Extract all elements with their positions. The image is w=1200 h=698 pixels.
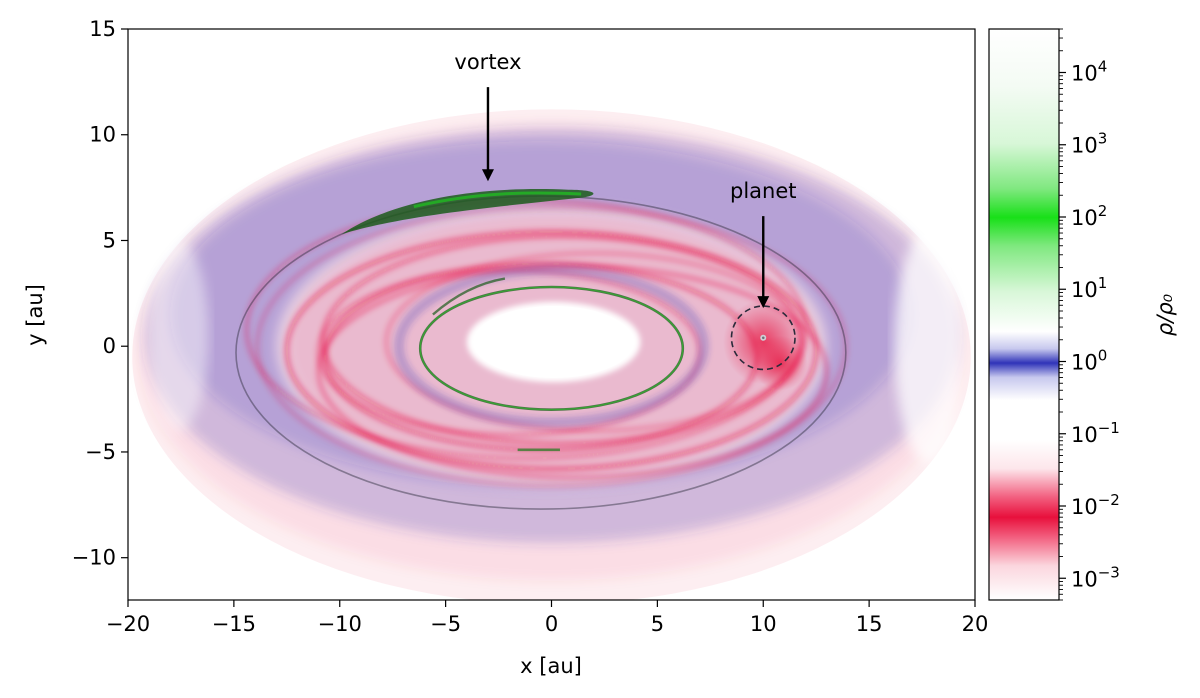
- y-axis: −10 −5 0 5 10 15: [72, 17, 128, 570]
- spiral-streak: [255, 204, 848, 488]
- x-tick-label: 0: [545, 612, 558, 636]
- y-tick-label: 10: [89, 123, 116, 147]
- spiral-streak: [284, 230, 819, 471]
- colorbar-tick-label: 10−1: [1071, 419, 1120, 447]
- inner-green-ring: [419, 286, 684, 411]
- x-tick-label: −20: [106, 612, 150, 636]
- x-axis-label: x [au]: [520, 654, 582, 678]
- annotation-label: planet: [730, 179, 797, 203]
- disk-bright-band: [149, 240, 209, 431]
- annotation-label: vortex: [454, 50, 521, 74]
- colorbar-tick-label: 104: [1071, 57, 1107, 85]
- planet-glow: [752, 335, 808, 391]
- y-axis-label: y [au]: [23, 284, 47, 346]
- colorbar-frame: [988, 28, 1060, 601]
- colorbar-tick-label: 102: [1071, 202, 1107, 230]
- annotations: vortex planet: [454, 50, 797, 371]
- green-arc: [432, 277, 506, 316]
- vortex-crescent: [341, 189, 594, 235]
- y-tick-label: 5: [103, 228, 116, 252]
- x-tick-label: −15: [212, 612, 256, 636]
- inner-ring: [394, 265, 709, 428]
- annotation-arrowhead: [481, 169, 494, 182]
- colorbar-gradient: [989, 29, 1059, 600]
- x-tick-label: 15: [856, 612, 883, 636]
- x-axis: −20 −15 −10 −5 0 5 10 15 20: [106, 600, 989, 636]
- density-heatmap: [132, 109, 971, 600]
- inner-cavity: [473, 306, 635, 378]
- colorbar-tick-label: 10−3: [1071, 563, 1120, 591]
- x-tick-label: −10: [318, 612, 362, 636]
- colorbar-ticks: 10−3 10−2 10−1 100 101 102 103 104: [1059, 28, 1120, 601]
- colorbar-tick-label: 103: [1071, 130, 1107, 158]
- x-tick-label: 20: [962, 612, 989, 636]
- colorbar: 10−3 10−2 10−1 100 101 102 103 104 ρ/ρ₀: [988, 28, 1177, 601]
- planet-marker: [761, 336, 765, 340]
- y-tick-label: −10: [72, 546, 116, 570]
- inner-green-ring: [418, 285, 685, 411]
- x-tick-label: 10: [750, 612, 777, 636]
- y-tick-label: 15: [89, 17, 116, 41]
- x-tick-label: 5: [651, 612, 664, 636]
- vortex-core: [413, 191, 582, 209]
- colorbar-tick-label: 10−2: [1071, 491, 1120, 519]
- x-tick-label: −5: [430, 612, 461, 636]
- colorbar-tick-label: 101: [1071, 274, 1107, 302]
- y-tick-label: 0: [103, 334, 116, 358]
- annotation-arrowhead: [757, 296, 770, 309]
- colorbar-label: ρ/ρ₀: [1153, 293, 1177, 336]
- y-tick-label: −5: [85, 440, 116, 464]
- disk-bright-band: [894, 229, 963, 463]
- planet-hill-circle: [730, 305, 796, 371]
- colorbar-tick-label: 100: [1071, 346, 1107, 374]
